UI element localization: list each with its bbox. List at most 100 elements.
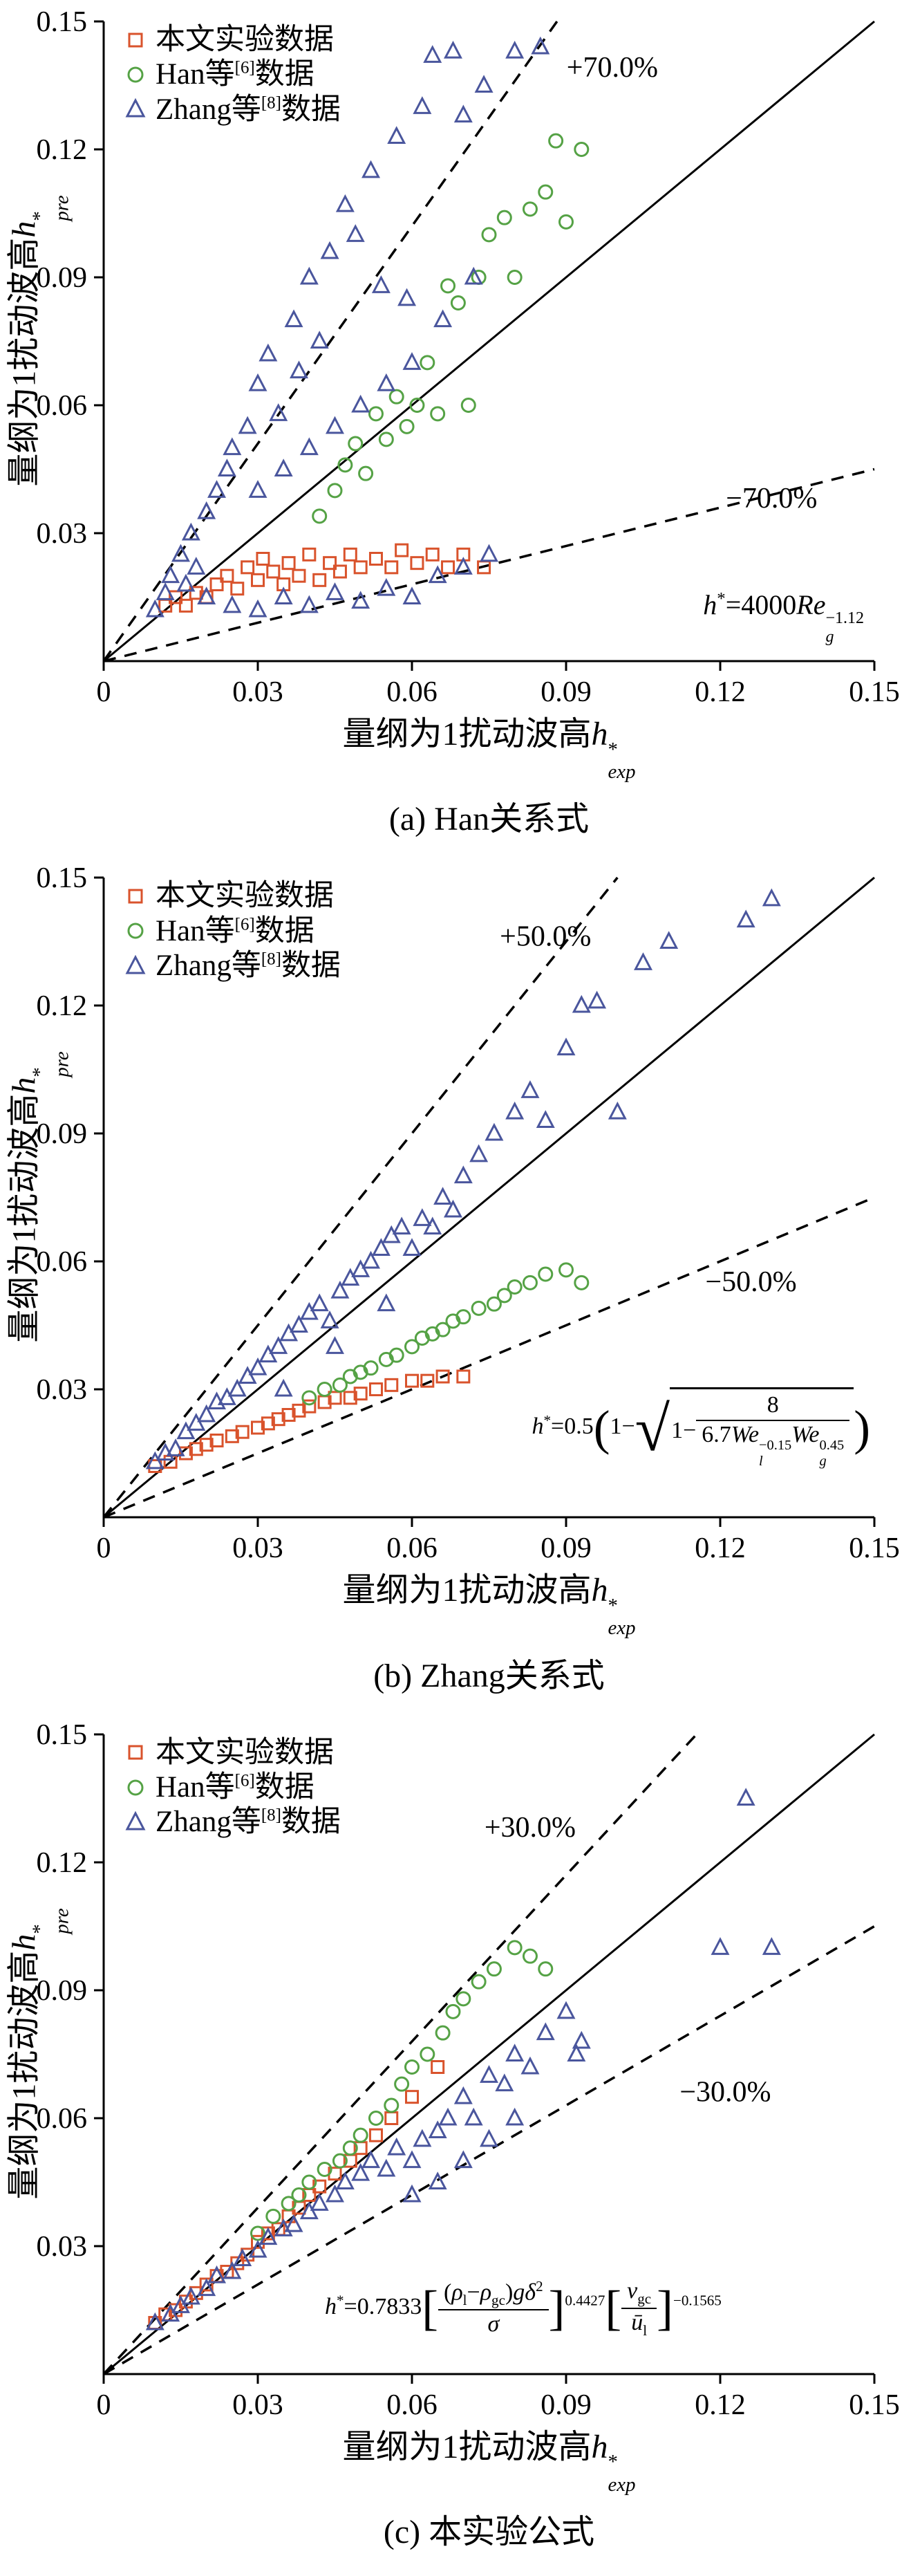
data-point (469, 1144, 489, 1162)
scatter-plot-a: 0 0.03 0.06 0.09 0.12 0.15 0.03 0.06 0.09 0.12 0.1… (37, 6, 900, 706)
data-point (230, 582, 245, 596)
data-point (433, 1187, 453, 1205)
data-point (259, 2227, 278, 2245)
data-point (176, 1421, 196, 1440)
data-point (762, 1936, 781, 1955)
data-point (538, 1961, 554, 1976)
data-point (431, 2059, 445, 2074)
data-point (428, 2171, 447, 2189)
legend-item: Zhang等[8]数据 (123, 949, 341, 982)
data-point (223, 437, 242, 456)
data-point (402, 2150, 422, 2168)
scatter-plot-c: 0 0.03 0.06 0.09 0.12 0.15 0.03 0.06 0.09 0.12 0.1… (37, 1719, 900, 2419)
x-axis-label-a: 量纲为1扰动波高h * exp (342, 716, 636, 784)
y-tick-label: 0.15 (37, 862, 88, 894)
data-point (259, 343, 278, 362)
data-point (634, 952, 652, 971)
data-point (299, 266, 319, 285)
x-tick-label: 0.06 (386, 2389, 438, 2419)
data-point (522, 1275, 538, 1291)
data-point (711, 1936, 730, 1955)
data-point (420, 1373, 435, 1388)
data-point (217, 1387, 236, 1406)
data-point (248, 2239, 267, 2258)
data-point (178, 598, 193, 613)
data-point (361, 2150, 381, 2168)
data-point (440, 278, 456, 294)
data-point (207, 2265, 227, 2283)
x-axis-label-b: 量纲为1扰动波高h * exp (342, 1572, 636, 1640)
data-point (227, 1379, 247, 1397)
legend-c: 本文实验数据 Han等[6]数据 Zhang等[8]数据 (123, 1736, 341, 1839)
data-point (507, 1279, 523, 1295)
y-tick-label: 0.15 (37, 6, 88, 38)
data-point (335, 194, 355, 212)
data-point (223, 2261, 242, 2279)
data-point (181, 522, 200, 541)
chart-area-a: 0 0.03 0.06 0.09 0.12 0.15 0.03 0.06 0.09 0.12 0.1… (0, 4, 902, 706)
data-point (404, 1339, 420, 1355)
data-point (351, 1259, 370, 1278)
data-point (495, 2073, 514, 2091)
data-point (312, 508, 328, 524)
data-point (343, 1391, 357, 1405)
data-point (197, 2278, 216, 2296)
data-point (480, 544, 498, 562)
series-circle (312, 133, 590, 524)
formula-annotation-b: h*=0.5(1− √ 1− 8 6.7We −0.15 l We 0.45 g) (532, 1387, 870, 1470)
data-point (161, 565, 180, 584)
data-point (353, 560, 368, 575)
data-point (341, 1268, 360, 1286)
legend-item: 本文实验数据 (123, 24, 341, 56)
data-point (248, 599, 267, 618)
data-point (225, 1429, 239, 1444)
x-tick-label: 0.03 (232, 676, 283, 706)
data-point (310, 1293, 329, 1312)
data-point (189, 1442, 203, 1456)
data-point (377, 1293, 396, 1312)
data-point (435, 2025, 451, 2041)
panel-b: 0 0.03 0.06 0.09 0.12 0.15 0.03 0.06 0.09 0.12 0.1… (0, 860, 902, 1696)
x-tick-label: 0.09 (541, 1532, 592, 1562)
triangle-marker-icon (125, 954, 146, 974)
data-point (171, 544, 190, 562)
chart-area-c: 0 0.03 0.06 0.09 0.12 0.15 0.03 0.06 0.09 0.12 0.1… (0, 1717, 902, 2419)
data-point (292, 568, 306, 583)
data-point (608, 1102, 627, 1120)
data-point (248, 480, 267, 498)
data-point (402, 586, 422, 604)
data-point (413, 96, 432, 114)
legend-label: 本文实验数据 (156, 880, 334, 913)
data-point (388, 389, 404, 405)
data-point (265, 2208, 281, 2224)
data-point (251, 2234, 265, 2249)
data-point (558, 1262, 574, 1278)
data-point (522, 201, 538, 217)
data-point (399, 418, 415, 434)
series-triangle (145, 1787, 781, 2331)
x-tick-label: 0.03 (232, 1532, 283, 1562)
data-point (435, 1369, 450, 1384)
data-point (538, 184, 554, 200)
square-marker-icon (128, 889, 143, 904)
data-point (274, 458, 293, 476)
data-point (368, 406, 384, 422)
data-point (496, 210, 512, 225)
legend-label: Han等[6]数据 (156, 914, 314, 947)
data-point (402, 1238, 422, 1257)
data-point (480, 2129, 498, 2147)
data-point (453, 557, 473, 575)
data-point (301, 1390, 317, 1406)
data-point (736, 909, 755, 928)
series-triangle (145, 888, 781, 1470)
data-point (520, 1080, 540, 1099)
data-point (233, 2248, 252, 2266)
data-point (443, 1200, 462, 1218)
data-point (299, 2201, 319, 2219)
data-point (453, 1165, 473, 1184)
data-point (209, 577, 224, 591)
data-point (326, 1336, 344, 1355)
legend-item: 本文实验数据 (123, 880, 341, 912)
legend-label: Zhang等[8]数据 (156, 93, 341, 126)
data-point (368, 2128, 383, 2142)
